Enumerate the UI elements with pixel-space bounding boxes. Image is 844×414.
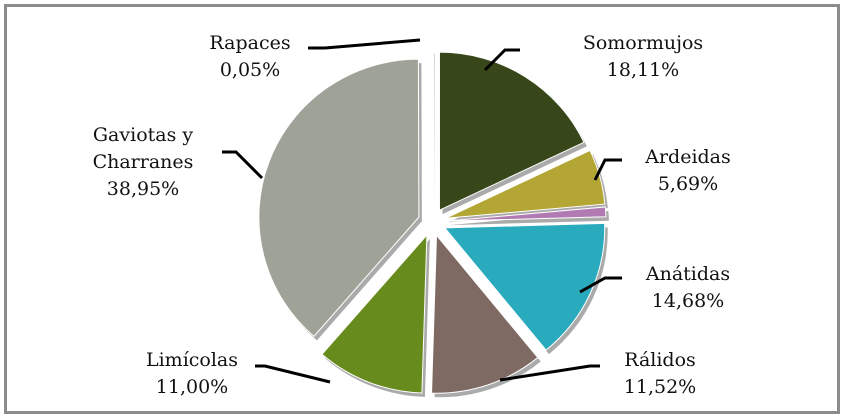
pie-slice (443, 222, 606, 351)
leader-line (222, 150, 264, 180)
slice-label: Rálidos 11,52% (585, 347, 735, 401)
leader-lines (222, 38, 622, 384)
pie-slice (258, 58, 420, 338)
pie-slice (321, 233, 428, 394)
slice-value: 11,52% (623, 376, 697, 398)
pie-slice (438, 51, 585, 211)
leader-line (483, 48, 520, 72)
slice-value: 14,68% (651, 290, 725, 312)
slice-value: 11,00% (155, 376, 229, 398)
slice-name: Anátidas (645, 263, 731, 285)
leader-line (308, 38, 421, 50)
slice-label: Gaviotas y Charranes 38,95% (68, 122, 218, 203)
slice-label: Somormujos 18,11% (543, 30, 743, 84)
slice-value: 5,69% (657, 173, 719, 195)
leader-line (499, 364, 600, 382)
slice-label: Anátidas 14,68% (613, 261, 763, 315)
slice-value: 38,95% (106, 178, 180, 200)
slice-name: Rálidos (624, 349, 696, 371)
pie-slice (431, 233, 539, 394)
leader-line (579, 276, 622, 294)
pie-slice (445, 206, 607, 222)
slice-name: Limícolas (145, 349, 239, 371)
slice-value: 0,05% (219, 59, 281, 81)
leader-line (593, 158, 622, 181)
slice-label: Limícolas 11,00% (117, 347, 267, 401)
slice-label: Ardeidas 5,69% (613, 144, 763, 198)
slice-name: Gaviotas y Charranes (92, 124, 194, 173)
chart-frame (4, 4, 840, 414)
slice-label: Rapaces 0,05% (175, 30, 325, 84)
slice-name: Ardeidas (645, 146, 731, 168)
pie-slice (445, 149, 606, 219)
leader-line (255, 364, 331, 384)
slice-name: Rapaces (209, 32, 291, 54)
slice-name: Somormujos (582, 32, 704, 54)
slice-value: 18,11% (606, 59, 680, 81)
